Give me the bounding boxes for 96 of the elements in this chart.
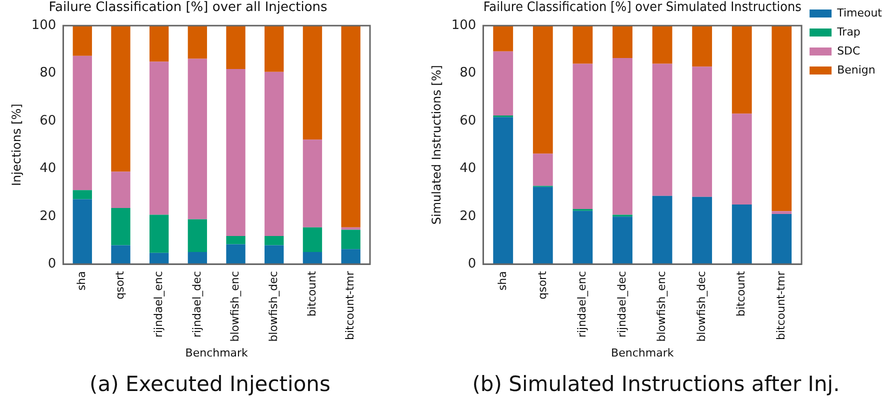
bar — [652, 26, 672, 64]
bar — [188, 58, 208, 220]
y-tick-label: 60 — [460, 113, 476, 128]
y-tick-label: 0 — [48, 256, 56, 272]
bar — [572, 210, 593, 264]
bar — [692, 66, 712, 197]
x-axis-title: Benchmark — [611, 346, 674, 360]
bar — [341, 26, 360, 228]
bar — [111, 172, 130, 208]
bar — [652, 196, 672, 264]
bar — [532, 186, 553, 264]
y-tick-label: 100 — [451, 18, 476, 33]
bar — [264, 72, 284, 236]
bar — [302, 227, 322, 252]
y-tick-label: 80 — [460, 66, 476, 81]
legend-label: Trap — [836, 25, 860, 38]
x-tick-label: rijndael_dec — [615, 271, 628, 338]
x-tick-label: sha — [496, 271, 509, 291]
x-tick-label: rijndael_enc — [152, 271, 165, 338]
bar — [226, 244, 246, 264]
bar — [572, 26, 593, 64]
legend-label: Benign — [837, 63, 876, 76]
bar — [493, 117, 514, 264]
bar — [72, 56, 92, 190]
x-tick-label: blowfish_enc — [228, 271, 242, 342]
bar — [652, 64, 672, 196]
bar — [772, 214, 792, 264]
bar — [572, 64, 593, 210]
bar — [493, 51, 514, 116]
y-axis-title: Injections [%] — [9, 104, 24, 186]
x-tick-label: bitcount-tmr — [774, 270, 788, 340]
bar — [612, 216, 632, 264]
bar — [72, 190, 92, 200]
text: (a) Executed Injections — [88, 372, 332, 396]
bar — [111, 245, 130, 264]
y-tick-label: 0 — [468, 256, 476, 272]
bar — [264, 245, 284, 264]
bar — [493, 26, 514, 52]
x-tick-label: blowfish_dec — [694, 271, 708, 342]
bar — [612, 26, 632, 58]
bar — [188, 219, 208, 252]
bar — [302, 252, 322, 264]
text: (b) Simulated Instructions after Inj. — [471, 372, 841, 396]
bar — [188, 252, 208, 264]
x-tick-label: qsort — [536, 270, 549, 300]
bar — [341, 249, 360, 264]
y-tick-label: 20 — [40, 208, 56, 224]
bar — [532, 26, 553, 154]
legend-label: Timeout — [836, 6, 883, 20]
bar — [226, 236, 246, 244]
bar — [226, 26, 246, 70]
chart-title: Failure Classification [%] over Simulated Instructions — [483, 0, 802, 14]
bar — [732, 204, 752, 264]
bar — [732, 114, 752, 204]
bar — [72, 26, 92, 56]
bar — [149, 62, 169, 215]
bar — [302, 140, 322, 228]
bar — [264, 236, 284, 246]
x-tick-label: bitcount — [734, 270, 748, 316]
bar — [149, 26, 169, 62]
bar — [772, 211, 792, 214]
x-tick-label: qsort — [114, 270, 127, 300]
bar — [149, 252, 169, 264]
legend-label: SDC — [837, 44, 861, 58]
bar — [341, 227, 360, 230]
x-tick-label: sha — [75, 271, 88, 291]
x-tick-label: blowfish_enc — [655, 271, 668, 342]
bar — [149, 214, 169, 253]
y-tick-label: 100 — [31, 18, 56, 33]
x-tick-label: bitcount — [305, 270, 318, 316]
y-axis-title: Simulated Instructions [%] — [429, 65, 444, 225]
x-tick-label: rijndael_dec — [190, 271, 204, 338]
y-tick-label: 60 — [40, 113, 56, 128]
y-tick-label: 40 — [40, 161, 56, 176]
bar — [302, 26, 322, 140]
x-tick-label: blowfish_dec — [266, 271, 280, 342]
bar — [692, 26, 712, 67]
bar — [772, 26, 792, 212]
bar — [732, 26, 752, 114]
x-tick-label: rijndael_enc — [576, 271, 589, 338]
chart-title: Failure Classification [%] over all Injections — [48, 0, 328, 16]
bar — [341, 230, 360, 250]
bar — [692, 196, 712, 264]
bar — [188, 26, 208, 59]
y-tick-label: 20 — [460, 208, 476, 224]
y-tick-label: 80 — [40, 66, 56, 81]
x-tick-label: bitcount-tmr — [344, 270, 357, 340]
bar — [111, 208, 130, 246]
bar — [226, 69, 246, 236]
bar — [532, 154, 553, 186]
bar — [111, 26, 130, 172]
bar — [72, 199, 92, 264]
bar — [612, 58, 632, 215]
x-axis-title: Benchmark — [185, 346, 249, 360]
y-tick-label: 40 — [460, 161, 476, 176]
bar — [264, 26, 284, 72]
